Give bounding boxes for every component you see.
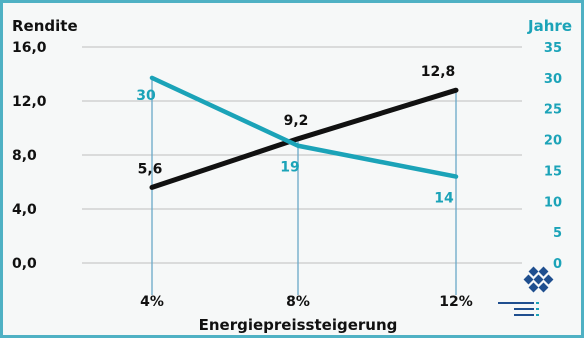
left-tick-label: 0,0 bbox=[12, 256, 37, 272]
left-tick-label: 8,0 bbox=[12, 148, 37, 164]
logo-text-line bbox=[514, 308, 534, 310]
left-tick-label: 12,0 bbox=[12, 94, 47, 110]
grid-lines bbox=[82, 46, 522, 264]
left-tick-label: 16,0 bbox=[12, 40, 47, 56]
logo-mark bbox=[538, 282, 549, 293]
logo-mark bbox=[533, 274, 544, 285]
right-tick-label: 15 bbox=[544, 164, 562, 179]
logo-text-line bbox=[536, 302, 539, 304]
logo-mark bbox=[528, 282, 539, 293]
logo-text-line bbox=[514, 314, 534, 316]
right-tick-label: 30 bbox=[544, 72, 562, 87]
series-line bbox=[149, 75, 459, 179]
data-label: 9,2 bbox=[284, 113, 309, 129]
right-tick-label: 10 bbox=[544, 195, 562, 210]
logo-mark bbox=[528, 266, 539, 277]
x-tick-label: 4% bbox=[140, 294, 164, 310]
x-axis-title: Energiepreissteigerung bbox=[199, 316, 398, 334]
x-tick-label: 12% bbox=[439, 294, 473, 310]
right-tick-label: 5 bbox=[553, 226, 562, 241]
data-label: 19 bbox=[280, 160, 299, 176]
data-label: 30 bbox=[136, 88, 156, 104]
logo-text-line bbox=[536, 314, 539, 316]
right-tick-label: 20 bbox=[544, 134, 562, 149]
series-line bbox=[149, 87, 459, 190]
left-tick-label: 4,0 bbox=[12, 202, 37, 218]
logo-mark bbox=[543, 274, 554, 285]
data-labels: 5,6 9,2 12,8 30 19 14 bbox=[136, 64, 455, 206]
logo-text-line bbox=[498, 302, 534, 304]
logo-mark bbox=[523, 274, 534, 285]
logo-text-line bbox=[536, 308, 539, 310]
logo-mark bbox=[538, 266, 549, 277]
right-axis-title: Jahre bbox=[527, 17, 572, 35]
data-label: 12,8 bbox=[421, 64, 456, 80]
left-axis-title: Rendite bbox=[12, 17, 78, 35]
data-label: 14 bbox=[434, 191, 454, 207]
right-tick-label: 0 bbox=[553, 257, 562, 272]
x-tick-label: 8% bbox=[286, 294, 310, 310]
left-axis-ticks: 0,0 4,0 8,0 12,0 16,0 bbox=[12, 40, 47, 272]
right-tick-label: 35 bbox=[544, 41, 562, 56]
data-label: 5,6 bbox=[138, 161, 163, 177]
right-axis-ticks: 0 5 10 15 20 25 30 35 bbox=[544, 41, 562, 272]
right-tick-label: 25 bbox=[544, 103, 562, 118]
series-lines bbox=[149, 75, 459, 190]
company-logo bbox=[498, 266, 554, 316]
x-axis-ticks: 4% 8% 12% bbox=[140, 294, 473, 310]
